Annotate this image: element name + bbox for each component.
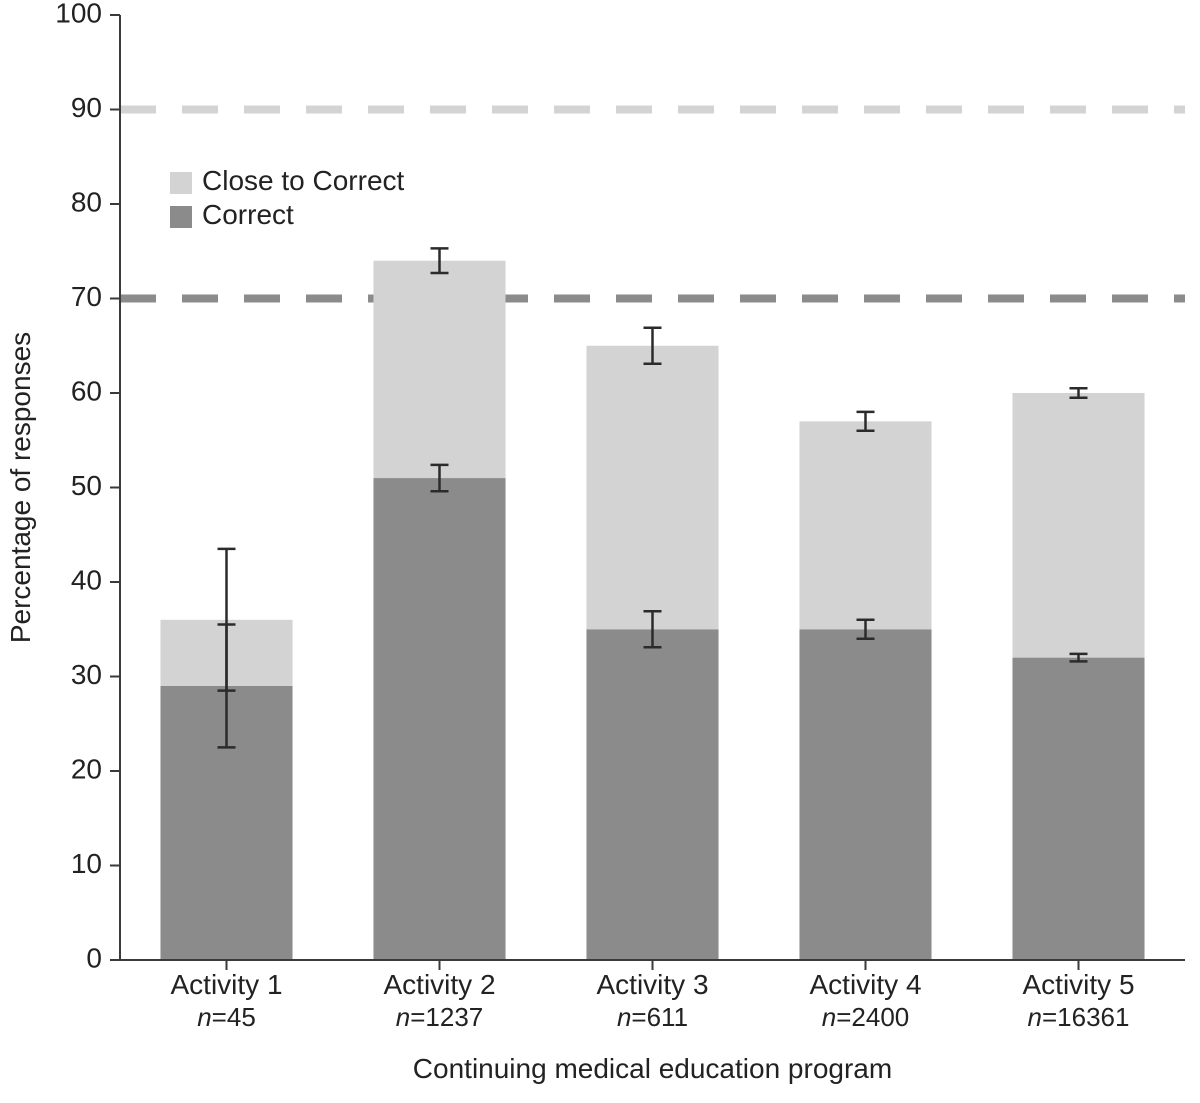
x-category-n: n=16361 (1028, 1002, 1130, 1032)
legend-swatch-close_to_correct (170, 172, 192, 194)
x-category-n: n=2400 (822, 1002, 910, 1032)
y-tick-label: 20 (71, 753, 102, 784)
bar-close-to-correct (373, 261, 505, 478)
x-category-n: n=1237 (396, 1002, 484, 1032)
y-tick-label: 40 (71, 564, 102, 595)
bar-correct (373, 478, 505, 960)
x-category-n: n=45 (197, 1002, 256, 1032)
x-category-label: Activity 4 (809, 969, 921, 1000)
x-category-n: n=611 (617, 1002, 688, 1032)
x-axis-label: Continuing medical education program (413, 1053, 892, 1084)
legend-swatch-correct (170, 206, 192, 228)
y-axis-label: Percentage of responses (5, 332, 36, 643)
y-tick-label: 50 (71, 470, 102, 501)
y-tick-label: 90 (71, 92, 102, 123)
bar-correct (586, 629, 718, 960)
y-tick-label: 70 (71, 281, 102, 312)
bar-correct (799, 629, 931, 960)
y-tick-label: 10 (71, 848, 102, 879)
legend-label-correct: Correct (202, 199, 294, 230)
x-category-label: Activity 1 (170, 969, 282, 1000)
y-tick-label: 0 (86, 942, 102, 973)
y-tick-label: 100 (55, 0, 102, 28)
x-category-label: Activity 5 (1022, 969, 1134, 1000)
y-tick-label: 30 (71, 659, 102, 690)
y-tick-label: 60 (71, 375, 102, 406)
y-tick-label: 80 (71, 186, 102, 217)
bar-close-to-correct (1012, 393, 1144, 658)
x-category-label: Activity 3 (596, 969, 708, 1000)
bar-close-to-correct (586, 346, 718, 630)
legend-label-close_to_correct: Close to Correct (202, 165, 405, 196)
stacked-bar-chart: 0 10 20 30 40 50 60 70 80 90 100 Activity 1n=45 Acti… (0, 0, 1200, 1103)
bar-close-to-correct (799, 421, 931, 629)
chart-svg: 0 10 20 30 40 50 60 70 80 90 100 Activity 1n=45 Acti… (0, 0, 1200, 1103)
bar-correct (1012, 658, 1144, 960)
x-category-label: Activity 2 (383, 969, 495, 1000)
